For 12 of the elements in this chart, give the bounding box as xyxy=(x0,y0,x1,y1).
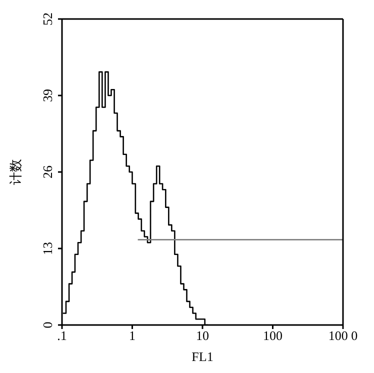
x-tick-label: .1 xyxy=(57,328,67,344)
y-tick-label: 26 xyxy=(40,165,55,178)
x-tick-label: 10 xyxy=(196,328,209,344)
y-tick-label: 52 xyxy=(40,12,55,26)
y-tick-label: 0 xyxy=(40,322,55,328)
y-axis-title: 计数 xyxy=(9,159,24,185)
y-tick-label: 39 xyxy=(40,89,55,102)
x-tick-label: 100 xyxy=(263,328,282,344)
x-tick-label: 100 0 xyxy=(328,328,358,344)
y-tick-label: 13 xyxy=(40,242,55,255)
x-axis-title: FL1 xyxy=(192,349,214,364)
x-tick-label: 1 xyxy=(129,328,136,344)
